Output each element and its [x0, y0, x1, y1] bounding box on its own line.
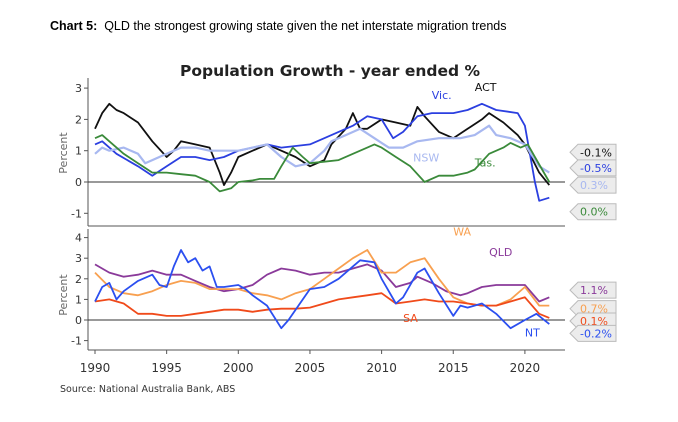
series-line-tas — [94, 134, 551, 193]
end-value-callout: -0.5% — [569, 159, 617, 177]
series-line-qld — [94, 263, 550, 303]
y-tick-label: 4 — [75, 232, 82, 245]
series-line-nt — [94, 249, 550, 330]
x-tick-label: 2020 — [510, 361, 541, 375]
y-tick-label: 1 — [75, 293, 82, 306]
series-label: WA — [453, 226, 471, 239]
y-tick-label: -1 — [71, 335, 82, 348]
callout-value: -0.1% — [580, 146, 612, 159]
y-tick-label: 0 — [75, 176, 82, 189]
source-note: Source: National Australia Bank, ABS — [60, 384, 235, 395]
end-value-callout: -0.2% — [569, 324, 617, 342]
x-tick-label: 2010 — [366, 361, 397, 375]
callout-value: 0.3% — [580, 179, 608, 192]
callout-value: 0.1% — [580, 315, 608, 328]
callout-box — [569, 159, 617, 177]
callout-box — [569, 281, 617, 299]
callout-value: 0.0% — [580, 206, 608, 219]
x-tick-label: 2000 — [223, 361, 254, 375]
y-tick-label: -1 — [71, 207, 82, 220]
x-tick-label: 1990 — [80, 361, 111, 375]
end-value-callout: 1.1% — [569, 281, 617, 299]
chart-heading: Chart 5: QLD the strongest growing state… — [50, 19, 507, 33]
series-line-wa — [94, 249, 550, 307]
callout-box — [569, 143, 617, 161]
series-line-sa — [94, 292, 550, 319]
y-tick-label: 2 — [75, 273, 82, 286]
series-label: QLD — [489, 246, 512, 259]
callout-box — [569, 203, 617, 221]
series-label: Vic. — [432, 89, 452, 102]
chart-title: Population Growth - year ended % — [180, 62, 480, 80]
series-label: SA — [403, 312, 418, 325]
callout-value: -0.2% — [580, 327, 612, 340]
y-tick-label: 2 — [75, 113, 82, 126]
y-tick-label: 3 — [75, 252, 82, 265]
end-value-callout: 0.3% — [569, 176, 617, 194]
callout-box — [569, 176, 617, 194]
series-line-vic — [94, 102, 550, 202]
end-value-callout: -0.1% — [569, 143, 617, 161]
series-label: NSW — [413, 152, 439, 165]
x-tick-label: 2005 — [295, 361, 326, 375]
series-label: ACT — [475, 81, 497, 94]
y-tick-label: 3 — [75, 82, 82, 95]
chart-heading-text: QLD the strongest growing state given th… — [104, 19, 507, 33]
y-tick-label: 1 — [75, 145, 82, 158]
end-value-callout: 0.0% — [569, 203, 617, 221]
series-label: Tas. — [474, 156, 496, 169]
x-tick-label: 2015 — [438, 361, 469, 375]
callout-box — [569, 324, 617, 342]
chart-number: Chart 5: — [50, 19, 98, 33]
top-ylabel: Percent — [57, 132, 70, 174]
callout-value: 1.1% — [580, 284, 608, 297]
series-label: NT — [525, 326, 540, 339]
y-tick-label: 0 — [75, 314, 82, 327]
x-tick-label: 1995 — [151, 361, 182, 375]
callout-value: -0.5% — [580, 162, 612, 175]
callout-value: 0.7% — [580, 303, 608, 316]
bottom-ylabel: Percent — [57, 274, 70, 316]
